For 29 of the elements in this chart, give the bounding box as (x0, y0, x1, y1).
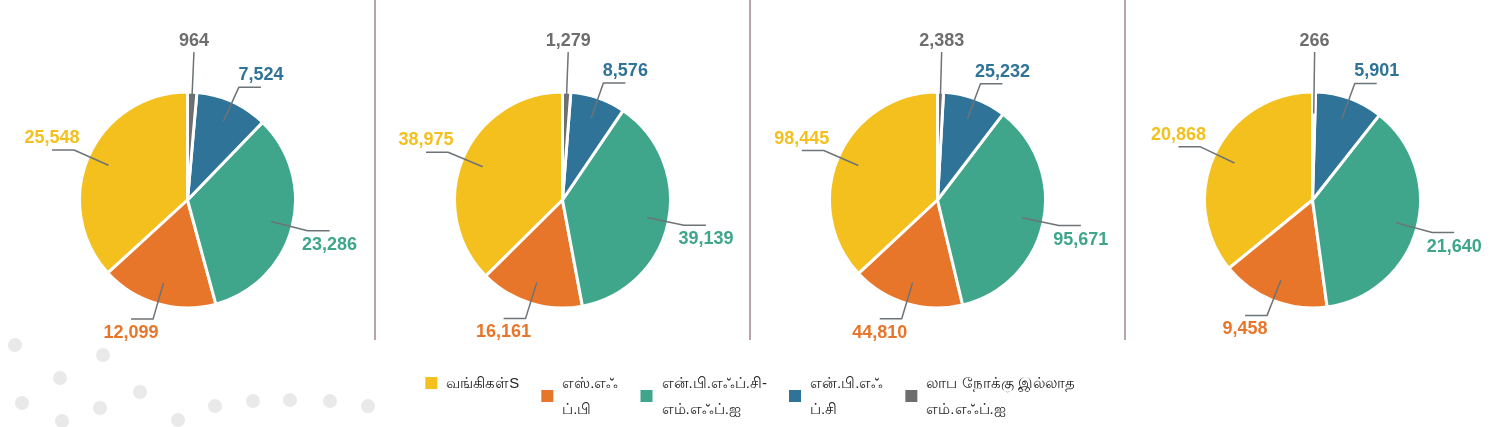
legend-label: ப்.சி (810, 400, 838, 417)
legend-label: எஸ்.எஃ (562, 374, 619, 391)
data-label: 12,099 (103, 322, 159, 343)
data-label: 16,161 (476, 321, 532, 342)
data-label: 25,232 (974, 60, 1030, 81)
legend-label: எம்.எஃப்.ஐ (661, 400, 741, 417)
data-label: 1,279 (545, 30, 591, 51)
legend-label: வங்கிகள்S (446, 374, 520, 391)
data-label: 38,975 (398, 129, 454, 150)
legend-label: என்.பி.எஃ (810, 374, 884, 391)
data-label: 266 (1299, 30, 1330, 50)
data-label: 98,445 (774, 127, 830, 148)
data-label: 20,868 (1150, 123, 1206, 144)
data-label: 5,901 (1354, 60, 1400, 81)
data-label: 964 (178, 30, 209, 51)
legend-label: லாப நோக்கு இல்லாத (926, 374, 1075, 391)
data-label: 25,548 (24, 127, 80, 148)
data-label: 39,139 (678, 228, 734, 249)
data-label: 44,810 (852, 321, 908, 342)
data-label: 7,524 (238, 64, 284, 85)
data-label: 95,671 (1053, 228, 1109, 249)
data-label: 8,576 (602, 59, 648, 80)
data-label: 2,383 (919, 30, 965, 51)
data-label: 9,458 (1222, 318, 1268, 339)
legend-label: எம்.எஃப்.ஐ (926, 400, 1006, 417)
data-label: 21,640 (1426, 235, 1482, 256)
data-label: 23,286 (302, 233, 358, 254)
legend-label: என்.பி.எஃப்.சி- (661, 374, 767, 391)
legend-label: ப்.பி (562, 400, 592, 417)
